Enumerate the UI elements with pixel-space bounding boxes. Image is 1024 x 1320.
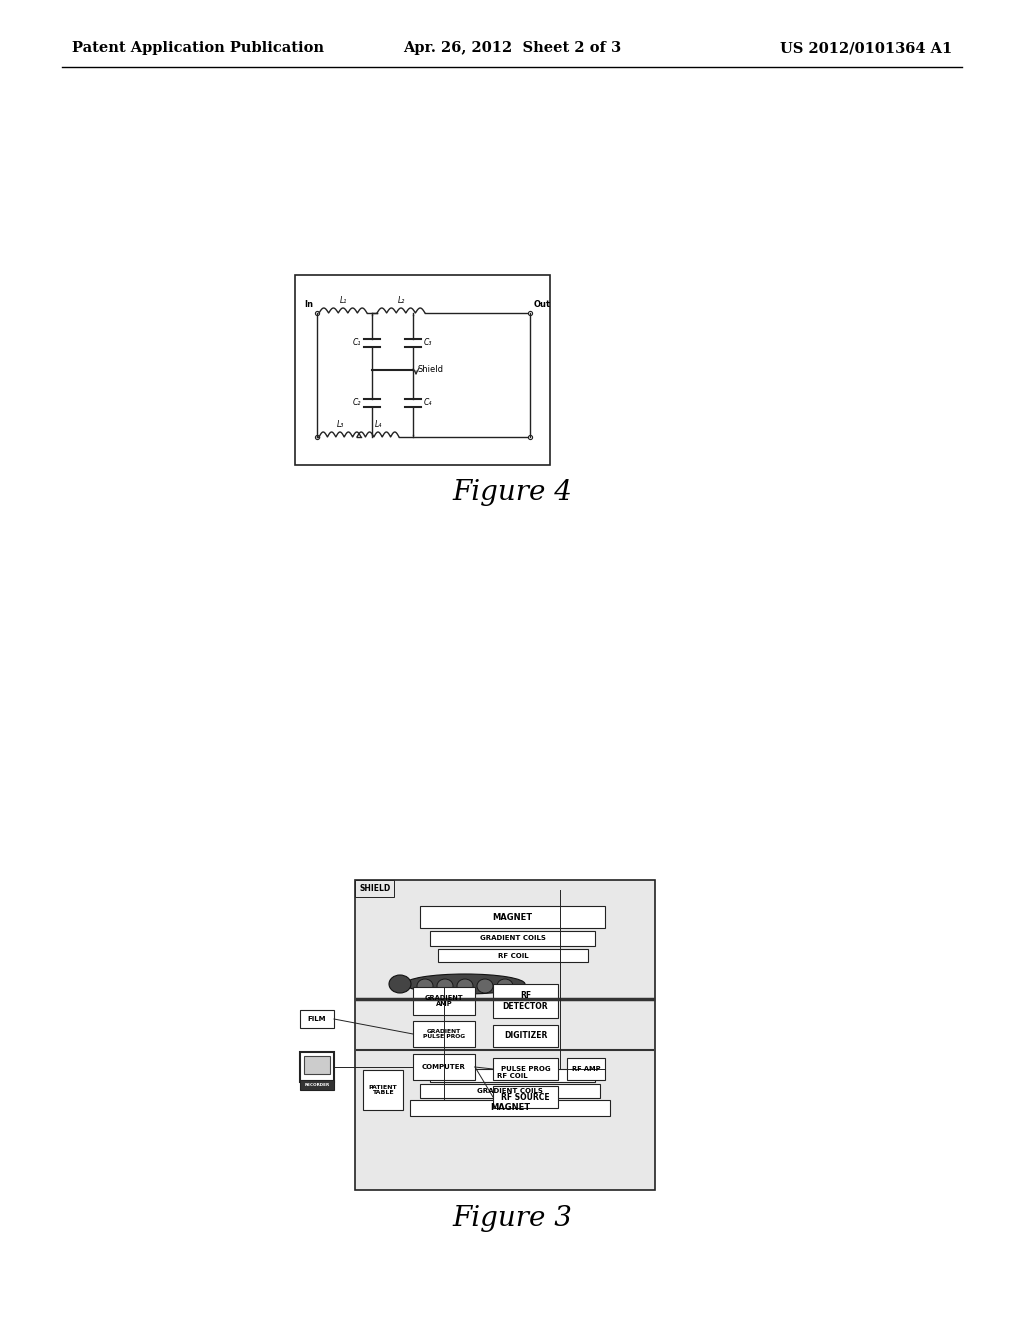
Bar: [493, 983, 558, 1018]
Bar: [430, 1069, 595, 1082]
Text: C₃: C₃: [424, 338, 432, 347]
Text: GRADIENT COILS: GRADIENT COILS: [477, 1088, 543, 1094]
Text: Figure 3: Figure 3: [452, 1204, 572, 1232]
Bar: [567, 1059, 605, 1080]
Text: PATIENT
TABLE: PATIENT TABLE: [369, 1085, 397, 1096]
Bar: [362, 1071, 403, 1110]
Text: MAGNET: MAGNET: [493, 912, 532, 921]
Text: GRADIENT
PULSE PROG: GRADIENT PULSE PROG: [423, 1028, 465, 1039]
Bar: [493, 1059, 558, 1080]
Ellipse shape: [457, 979, 473, 993]
Text: L₁: L₁: [339, 296, 347, 305]
Bar: [295, 275, 550, 465]
Bar: [300, 1010, 334, 1028]
Text: RF COIL: RF COIL: [498, 953, 528, 958]
Text: COMPUTER: COMPUTER: [422, 1064, 466, 1071]
Ellipse shape: [389, 975, 411, 993]
Bar: [304, 1056, 330, 1074]
Bar: [355, 880, 655, 1191]
Bar: [413, 987, 475, 1015]
Text: RF SOURCE: RF SOURCE: [501, 1093, 550, 1101]
Text: PULSE PROG: PULSE PROG: [501, 1067, 550, 1072]
Bar: [493, 1026, 558, 1047]
Text: GRADIENT COILS: GRADIENT COILS: [479, 936, 546, 941]
Bar: [493, 1086, 558, 1107]
Bar: [438, 949, 588, 962]
Bar: [300, 1052, 334, 1082]
Ellipse shape: [437, 979, 453, 993]
Text: L₃: L₃: [336, 420, 344, 429]
Text: L₂: L₂: [397, 296, 404, 305]
Text: Patent Application Publication: Patent Application Publication: [72, 41, 324, 55]
Text: C₁: C₁: [352, 338, 361, 347]
Text: RECORDER: RECORDER: [304, 1082, 330, 1086]
Text: Figure 4: Figure 4: [452, 479, 572, 507]
Ellipse shape: [417, 979, 433, 993]
Text: C₄: C₄: [424, 399, 432, 407]
Text: DIGITIZER: DIGITIZER: [504, 1031, 547, 1040]
Bar: [300, 1080, 334, 1090]
Text: Shield: Shield: [417, 366, 443, 375]
Text: L₄: L₄: [375, 420, 382, 429]
Text: SHIELD: SHIELD: [359, 884, 390, 894]
Bar: [410, 1100, 610, 1115]
Bar: [420, 906, 605, 928]
Text: Apr. 26, 2012  Sheet 2 of 3: Apr. 26, 2012 Sheet 2 of 3: [402, 41, 622, 55]
Text: FILM: FILM: [308, 1016, 327, 1022]
Text: Out: Out: [534, 300, 551, 309]
Ellipse shape: [497, 979, 513, 993]
Bar: [413, 1053, 475, 1080]
Bar: [420, 1084, 600, 1098]
Ellipse shape: [477, 979, 493, 993]
Text: GRADIENT
AMP: GRADIENT AMP: [425, 994, 463, 1007]
Bar: [430, 931, 595, 946]
Text: US 2012/0101364 A1: US 2012/0101364 A1: [779, 41, 952, 55]
Bar: [413, 1020, 475, 1047]
Text: MAGNET: MAGNET: [489, 1104, 530, 1113]
Text: RF
DETECTOR: RF DETECTOR: [503, 991, 548, 1011]
Text: RF AMP: RF AMP: [571, 1067, 600, 1072]
Text: In: In: [304, 300, 313, 309]
Ellipse shape: [406, 974, 525, 994]
Text: RF COIL: RF COIL: [498, 1072, 527, 1078]
Text: C₂: C₂: [352, 399, 361, 407]
